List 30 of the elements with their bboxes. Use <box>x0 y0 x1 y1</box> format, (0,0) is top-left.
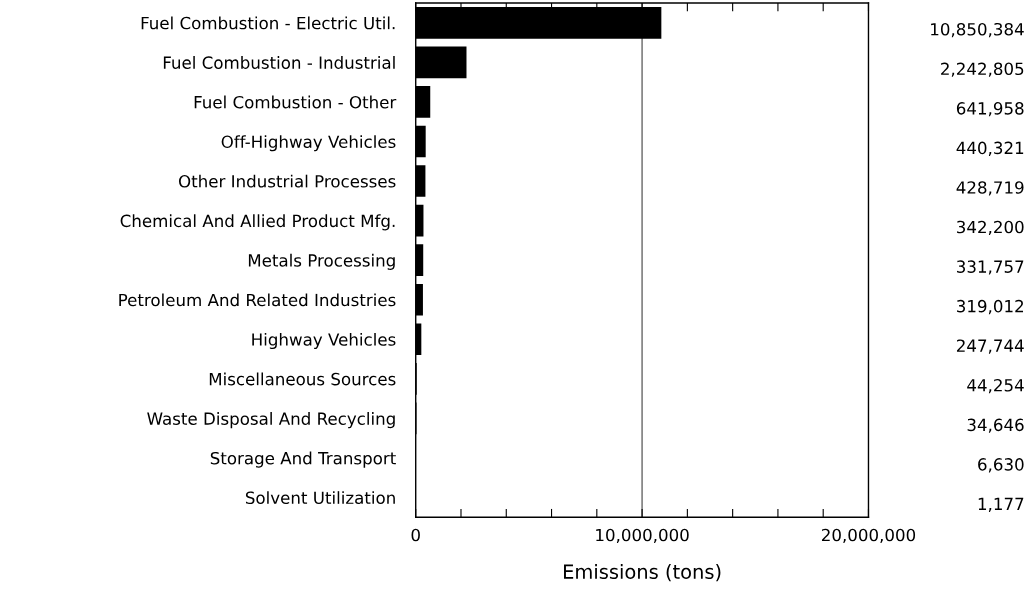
x-axis-title: Emissions (tons) <box>564 563 721 582</box>
data-label: 2,242,805 <box>941 62 1024 77</box>
y-tick-label: Fuel Combustion - Electric Util. <box>141 16 395 30</box>
x-tick-label: 0 <box>411 528 420 542</box>
data-label: 428,719 <box>956 181 1024 196</box>
y-tick-label: Storage And Transport <box>210 451 396 468</box>
y-tick-label: Fuel Combustion - Industrial <box>163 56 395 69</box>
y-tick-label: Chemical And Allied Product Mfg. <box>120 214 395 231</box>
y-tick-label: Highway Vehicles <box>252 332 396 350</box>
data-label: 641,958 <box>956 102 1024 117</box>
y-tick-label: Solvent Utilization <box>245 491 395 505</box>
data-label: 44,254 <box>967 378 1024 394</box>
y-tick-label: Other Industrial Processes <box>178 174 396 188</box>
y-tick-label: Fuel Combustion - Other <box>194 95 397 109</box>
y-tick-label: Miscellaneous Sources <box>209 372 396 386</box>
y-tick-label: Waste Disposal And Recycling <box>147 412 395 429</box>
data-label: 6,630 <box>978 458 1024 473</box>
y-tick-label: Petroleum And Related Industries <box>119 293 396 307</box>
data-label: 1,177 <box>978 497 1024 512</box>
y-tick-label: Metals Processing <box>248 253 395 270</box>
data-label: 440,321 <box>956 141 1024 156</box>
data-label: 34,646 <box>967 418 1024 433</box>
data-label: 319,012 <box>957 299 1024 315</box>
x-tick-label: 20,000,000 <box>821 528 916 543</box>
data-label: 10,850,384 <box>931 22 1024 38</box>
data-label: 342,200 <box>957 220 1024 236</box>
y-tick-label: Off-Highway Vehicles <box>221 135 396 152</box>
x-tick-label: 10,000,000 <box>596 528 689 543</box>
data-label: 247,744 <box>956 339 1024 354</box>
data-label: 331,757 <box>957 260 1024 275</box>
